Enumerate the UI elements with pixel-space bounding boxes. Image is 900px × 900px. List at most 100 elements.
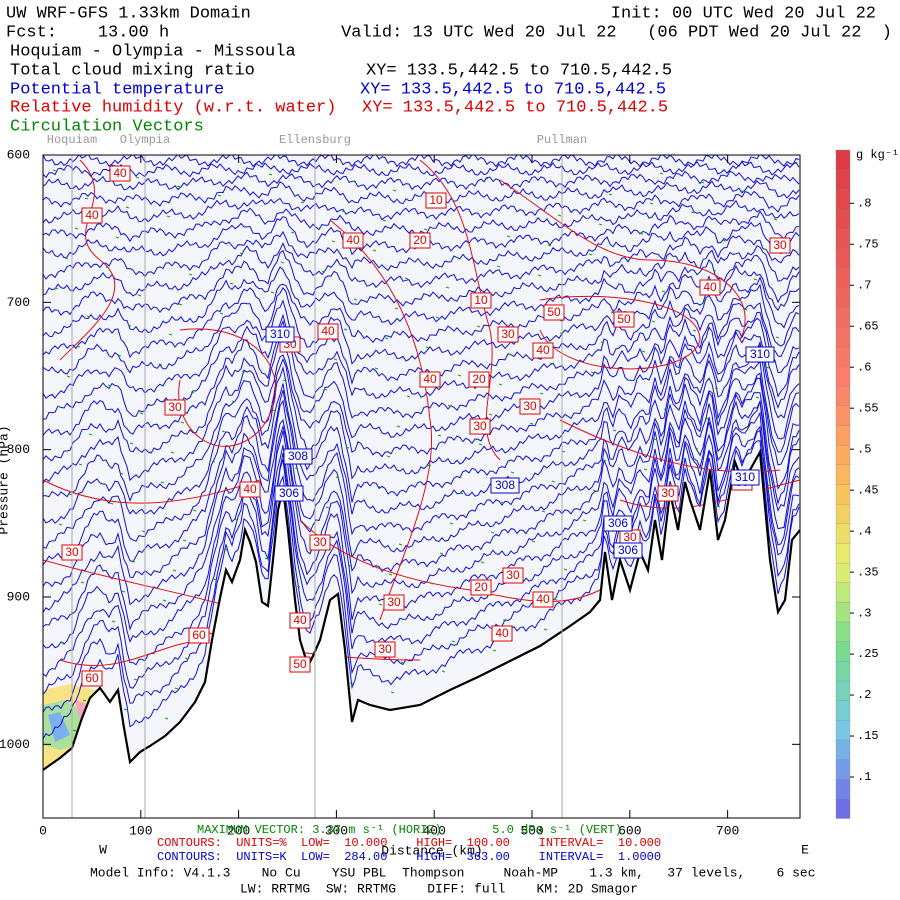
colorbar-segment	[835, 169, 851, 190]
circulation-vector	[56, 405, 61, 408]
circulation-vector	[137, 294, 142, 297]
theta-label-box	[745, 346, 775, 363]
circulation-vector	[425, 346, 430, 349]
rh-label: 30	[523, 399, 537, 413]
circulation-vector	[775, 336, 780, 339]
theta-contour	[43, 399, 800, 631]
y-axis-label: Pressure (hPa)	[0, 425, 11, 534]
terrain	[43, 448, 800, 771]
colorbar-segment	[835, 405, 851, 426]
colorbar-segment	[835, 149, 851, 171]
colorbar-tick-label: .75	[857, 237, 879, 251]
theta-label-box	[274, 485, 304, 502]
colorbar-tick-label: .7	[857, 278, 871, 292]
rh-label-box	[342, 232, 364, 249]
circulation-vector	[557, 214, 562, 217]
theta-contour	[43, 161, 800, 179]
circulation-vector	[741, 190, 746, 193]
circulation-vector	[502, 619, 507, 622]
circulation-vector	[174, 687, 179, 690]
rh-label-box	[289, 612, 311, 629]
circulation-vector	[341, 210, 346, 213]
rh-label-box	[699, 279, 721, 296]
theta-contour	[43, 254, 800, 338]
colorbar-tick-label: .35	[857, 565, 879, 579]
physics: LW: RRTMG SW: RRTMG DIFF: full KM: 2D Sm…	[240, 881, 638, 896]
rh-label: 30	[506, 568, 520, 582]
rh-label-box	[81, 207, 103, 224]
circulation-vector	[529, 422, 534, 425]
location-label: Pullman	[537, 133, 587, 147]
colorbar-segment	[835, 758, 851, 780]
circulation-vector	[449, 522, 454, 525]
colorbar-segment	[835, 542, 851, 564]
circulation-vector	[139, 412, 144, 415]
colorbar-tick-label: .6	[857, 360, 871, 374]
circulation-vector	[72, 729, 77, 732]
rh-label-box	[383, 594, 405, 611]
circulation-vector	[111, 620, 116, 623]
rh-label: 30	[313, 535, 327, 549]
theta-contour	[43, 429, 800, 713]
circulation-vector	[125, 206, 130, 209]
circulation-vector	[480, 561, 485, 564]
circulation-vector	[492, 649, 497, 652]
circulation-vector	[52, 169, 57, 172]
rh-label-box	[188, 627, 210, 644]
circulation-vector	[345, 446, 350, 449]
colorbar-segment	[835, 739, 851, 760]
circulation-vector	[229, 282, 234, 285]
circulation-vector	[331, 240, 336, 243]
circulation-vector	[547, 244, 552, 247]
rh-label: 30	[378, 642, 392, 656]
rh-label-box	[497, 326, 519, 343]
circulation-vector	[82, 699, 87, 702]
rh-contour	[329, 219, 432, 621]
circulation-vector	[386, 455, 391, 458]
rh-label: 30	[661, 486, 675, 500]
rh-label-box	[613, 311, 635, 328]
circulation-vector	[107, 384, 112, 387]
theta-contour	[43, 377, 800, 588]
rh-label: 50	[547, 305, 561, 319]
circulation-vector	[537, 274, 542, 277]
theta-contour	[43, 311, 800, 436]
field-xy: XY= 133.5,442.5 to 710.5,442.5	[362, 98, 668, 117]
east-label: E	[801, 842, 809, 857]
circulation-vector	[84, 197, 89, 200]
rh-label-box	[419, 371, 441, 388]
circulation-vector	[600, 341, 605, 344]
field-name: Potential temperature	[10, 80, 224, 99]
circulation-vector	[131, 560, 136, 563]
colorbar-segment	[835, 719, 851, 741]
circulation-vector	[192, 509, 197, 512]
circulation-vector	[160, 481, 165, 484]
rh-label-box	[543, 304, 565, 321]
plot-layer: 40 40 10 20 40 30 40 10 50 50 40 30 30 40 40 20 30 30 30 40…	[43, 155, 800, 818]
circulation-vector	[753, 278, 758, 281]
theta-label-box	[603, 515, 633, 532]
rh-label: 20	[413, 233, 427, 247]
theta-contour	[43, 190, 800, 224]
circulation-vector	[392, 189, 397, 192]
rh-label-box	[81, 670, 103, 687]
rh-label: 40	[85, 208, 99, 222]
circulation-vector	[219, 312, 224, 315]
rh-contour	[499, 179, 746, 341]
circulation-vector	[506, 235, 511, 238]
circulation-vector	[170, 451, 175, 454]
colorbar-segment	[835, 346, 851, 367]
colorbar-segment	[835, 483, 851, 505]
circulation-vector	[117, 354, 122, 357]
rh-label: 10	[429, 193, 443, 207]
circulation-vector	[325, 506, 330, 509]
plot-frame	[42, 154, 801, 819]
model-info: Model Info: V4.1.3 No Cu YSU PBL Thompso…	[90, 865, 816, 880]
theta-contour	[43, 276, 800, 375]
location-label: Olympia	[120, 133, 170, 147]
circulation-vector	[490, 531, 495, 534]
rh-label: 40	[495, 626, 509, 640]
circulation-vector	[765, 366, 770, 369]
circulation-vector	[404, 277, 409, 280]
theta-contour	[43, 199, 800, 243]
